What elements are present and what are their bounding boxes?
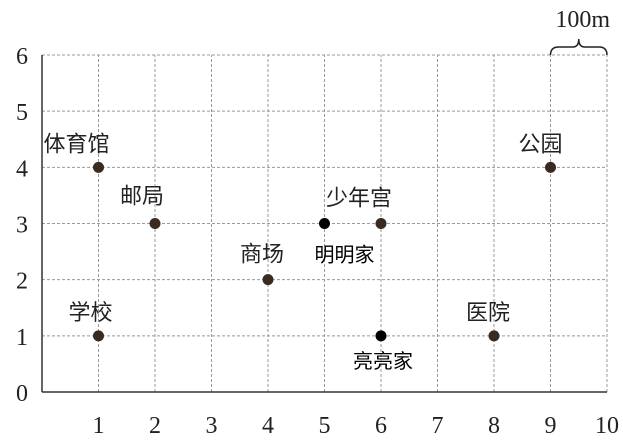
y-tick-label: 2 <box>16 269 28 295</box>
x-tick-label: 10 <box>595 413 619 439</box>
x-tick-label: 6 <box>375 413 387 439</box>
y-tick-label: 1 <box>16 325 28 351</box>
point-marker <box>149 218 161 229</box>
scale-label: 100m <box>555 7 610 33</box>
point-marker <box>262 274 274 286</box>
point-label: 少年宫 <box>326 187 392 212</box>
x-tick-label: 4 <box>262 413 274 439</box>
point-label: 医院 <box>466 301 510 326</box>
point-label: 邮局 <box>120 185 164 210</box>
point-marker <box>545 161 556 173</box>
y-tick-label: 5 <box>16 100 28 126</box>
point-label: 明明家 <box>315 243 375 267</box>
y-tick-label: 0 <box>16 381 28 407</box>
point-marker <box>93 330 104 342</box>
y-tick-label: 6 <box>16 44 28 70</box>
point-marker <box>319 218 330 229</box>
point-label: 亮亮家 <box>353 349 413 373</box>
point-marker <box>93 161 104 173</box>
point-marker <box>375 218 387 229</box>
y-tick-label: 3 <box>16 213 28 239</box>
point-label: 体育馆 <box>44 132 110 157</box>
x-tick-label: 3 <box>206 413 218 439</box>
point-label: 商场 <box>240 243 284 268</box>
x-tick-label: 9 <box>545 413 557 439</box>
point-label: 学校 <box>69 301 113 326</box>
x-tick-label: 8 <box>488 413 500 439</box>
x-tick-label: 2 <box>149 413 161 439</box>
point-label: 公园 <box>519 132 563 157</box>
x-tick-label: 1 <box>93 413 105 439</box>
scale-brace <box>549 38 608 56</box>
x-tick-label: 7 <box>432 413 444 439</box>
y-tick-label: 4 <box>16 156 28 182</box>
point-marker <box>488 330 500 342</box>
x-tick-label: 5 <box>319 413 331 439</box>
point-marker <box>375 330 387 342</box>
